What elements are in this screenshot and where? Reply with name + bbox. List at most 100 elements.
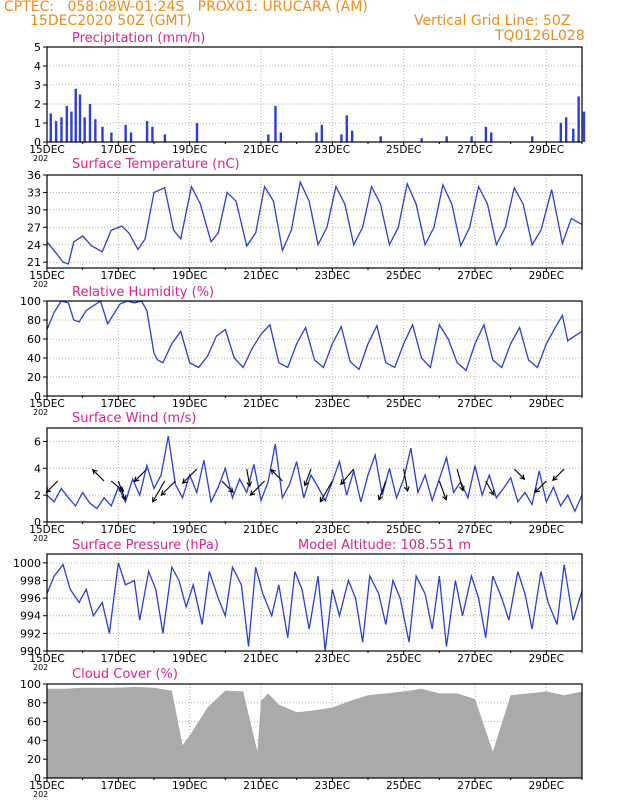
ytick-label: 100 [20,678,41,691]
panel-6 [43,683,583,782]
wind-arrow-head [319,496,325,503]
panel-title: Surface Pressure (hPa) [72,538,219,553]
year-fragment: 202 [33,154,48,163]
wind-arrow [340,468,355,485]
precip-bar [60,117,63,142]
precip-bar [577,96,580,142]
xtick-label: 27DEC [457,653,492,665]
xtick-label: 23DEC [315,398,350,410]
wind-arrow-head [377,494,384,501]
wind-arrow-head [404,486,410,493]
precip-bar [124,124,127,142]
wind-arrow-head [152,496,158,503]
ytick-label: 0 [34,772,41,785]
wind-arrow-head [133,476,140,483]
year-fragment: 202 [33,790,48,799]
precip-bar [101,126,104,142]
wind-arrow-head [442,494,448,501]
xtick-label: 17DEC [101,524,136,536]
panel-frame [46,683,583,779]
precip-bar [340,134,343,142]
panel-frame [46,174,583,269]
precip-bar [65,105,69,142]
wind-arrow [221,480,234,493]
wind-arrow-head [519,474,526,480]
ytick-label: 2 [34,98,41,111]
xtick-label: 21DEC [243,524,278,536]
xtick-label: 19DEC [172,653,207,665]
ytick-label: 30 [27,204,41,217]
precip-bar [484,126,488,142]
model-altitude: Model Altitude: 108.551 m [298,538,471,553]
year-fragment: 202 [33,534,48,543]
panel-frame [46,46,583,143]
xtick-label: 29DEC [529,780,564,792]
xtick-label: 15DEC [29,270,64,282]
wind-arrow-head [459,485,465,492]
header-station: CPTEC: 058:08W-01:24S PROX01: URUCARA (A… [4,0,368,15]
ytick-label: 998 [20,574,41,587]
wind-arrow [319,480,333,503]
series-line [46,299,583,372]
xtick-label: 25DEC [386,144,421,156]
xtick-label: 21DEC [243,398,278,410]
xtick-label: 17DEC [101,653,136,665]
wind-arrow [270,469,283,482]
xtick-label: 17DEC [101,270,136,282]
ytick-label: 40 [27,352,41,365]
ytick-label: 5 [34,41,41,54]
wind-arrow [250,480,265,496]
ytick-label: 80 [27,697,41,710]
precip-bar [110,132,113,142]
wind-arrow-head [270,468,277,475]
wind-arrow-head [246,481,252,488]
xtick-label: 23DEC [315,653,350,665]
panel-5 [43,553,583,655]
series-line [46,562,583,652]
panel-2 [43,174,583,272]
xtick-label: 23DEC [315,780,350,792]
ytick-label: 100 [20,295,41,308]
ytick-label: 6 [34,435,41,448]
year-fragment: 202 [33,663,48,672]
panel-frame [46,427,583,523]
wind-arrow-head [340,479,346,486]
xtick-label: 29DEC [529,524,564,536]
precip-bar [320,124,324,142]
wind-arrow [246,468,251,487]
wind-arrow-head [552,475,558,482]
ytick-label: 996 [20,592,41,605]
precip-bar [470,136,473,142]
wind-arrow-head [303,480,310,487]
precip-bar [572,128,575,142]
precip-bar [78,94,82,142]
wind-arrow [534,480,547,493]
panel-title: Precipitation (mm/h) [72,31,205,46]
ytick-label: 21 [27,256,41,269]
xtick-label: 17DEC [101,780,136,792]
year-fragment: 202 [33,408,48,417]
precip-bar [582,111,586,142]
xtick-label: 21DEC [243,144,278,156]
xtick-label: 29DEC [529,270,564,282]
series-line [46,435,583,513]
xtick-label: 23DEC [315,524,350,536]
wind-arrow [304,468,312,486]
xtick-label: 25DEC [386,653,421,665]
panel-title: Surface Wind (m/s) [72,411,196,426]
precip-bar [70,111,73,142]
xtick-label: 19DEC [172,398,207,410]
wind-arrow [152,480,166,503]
precip-bar [490,132,493,142]
year-fragment: 202 [33,280,48,289]
xtick-label: 17DEC [101,398,136,410]
wind-arrow-head [534,487,540,494]
ytick-label: 20 [27,371,41,384]
wind-arrow [134,468,148,482]
xtick-label: 23DEC [315,144,350,156]
ytick-label: 0 [34,136,41,149]
xtick-label: 21DEC [243,270,278,282]
xtick-label: 19DEC [172,780,207,792]
panel-title: Relative Humidity (%) [72,285,214,300]
